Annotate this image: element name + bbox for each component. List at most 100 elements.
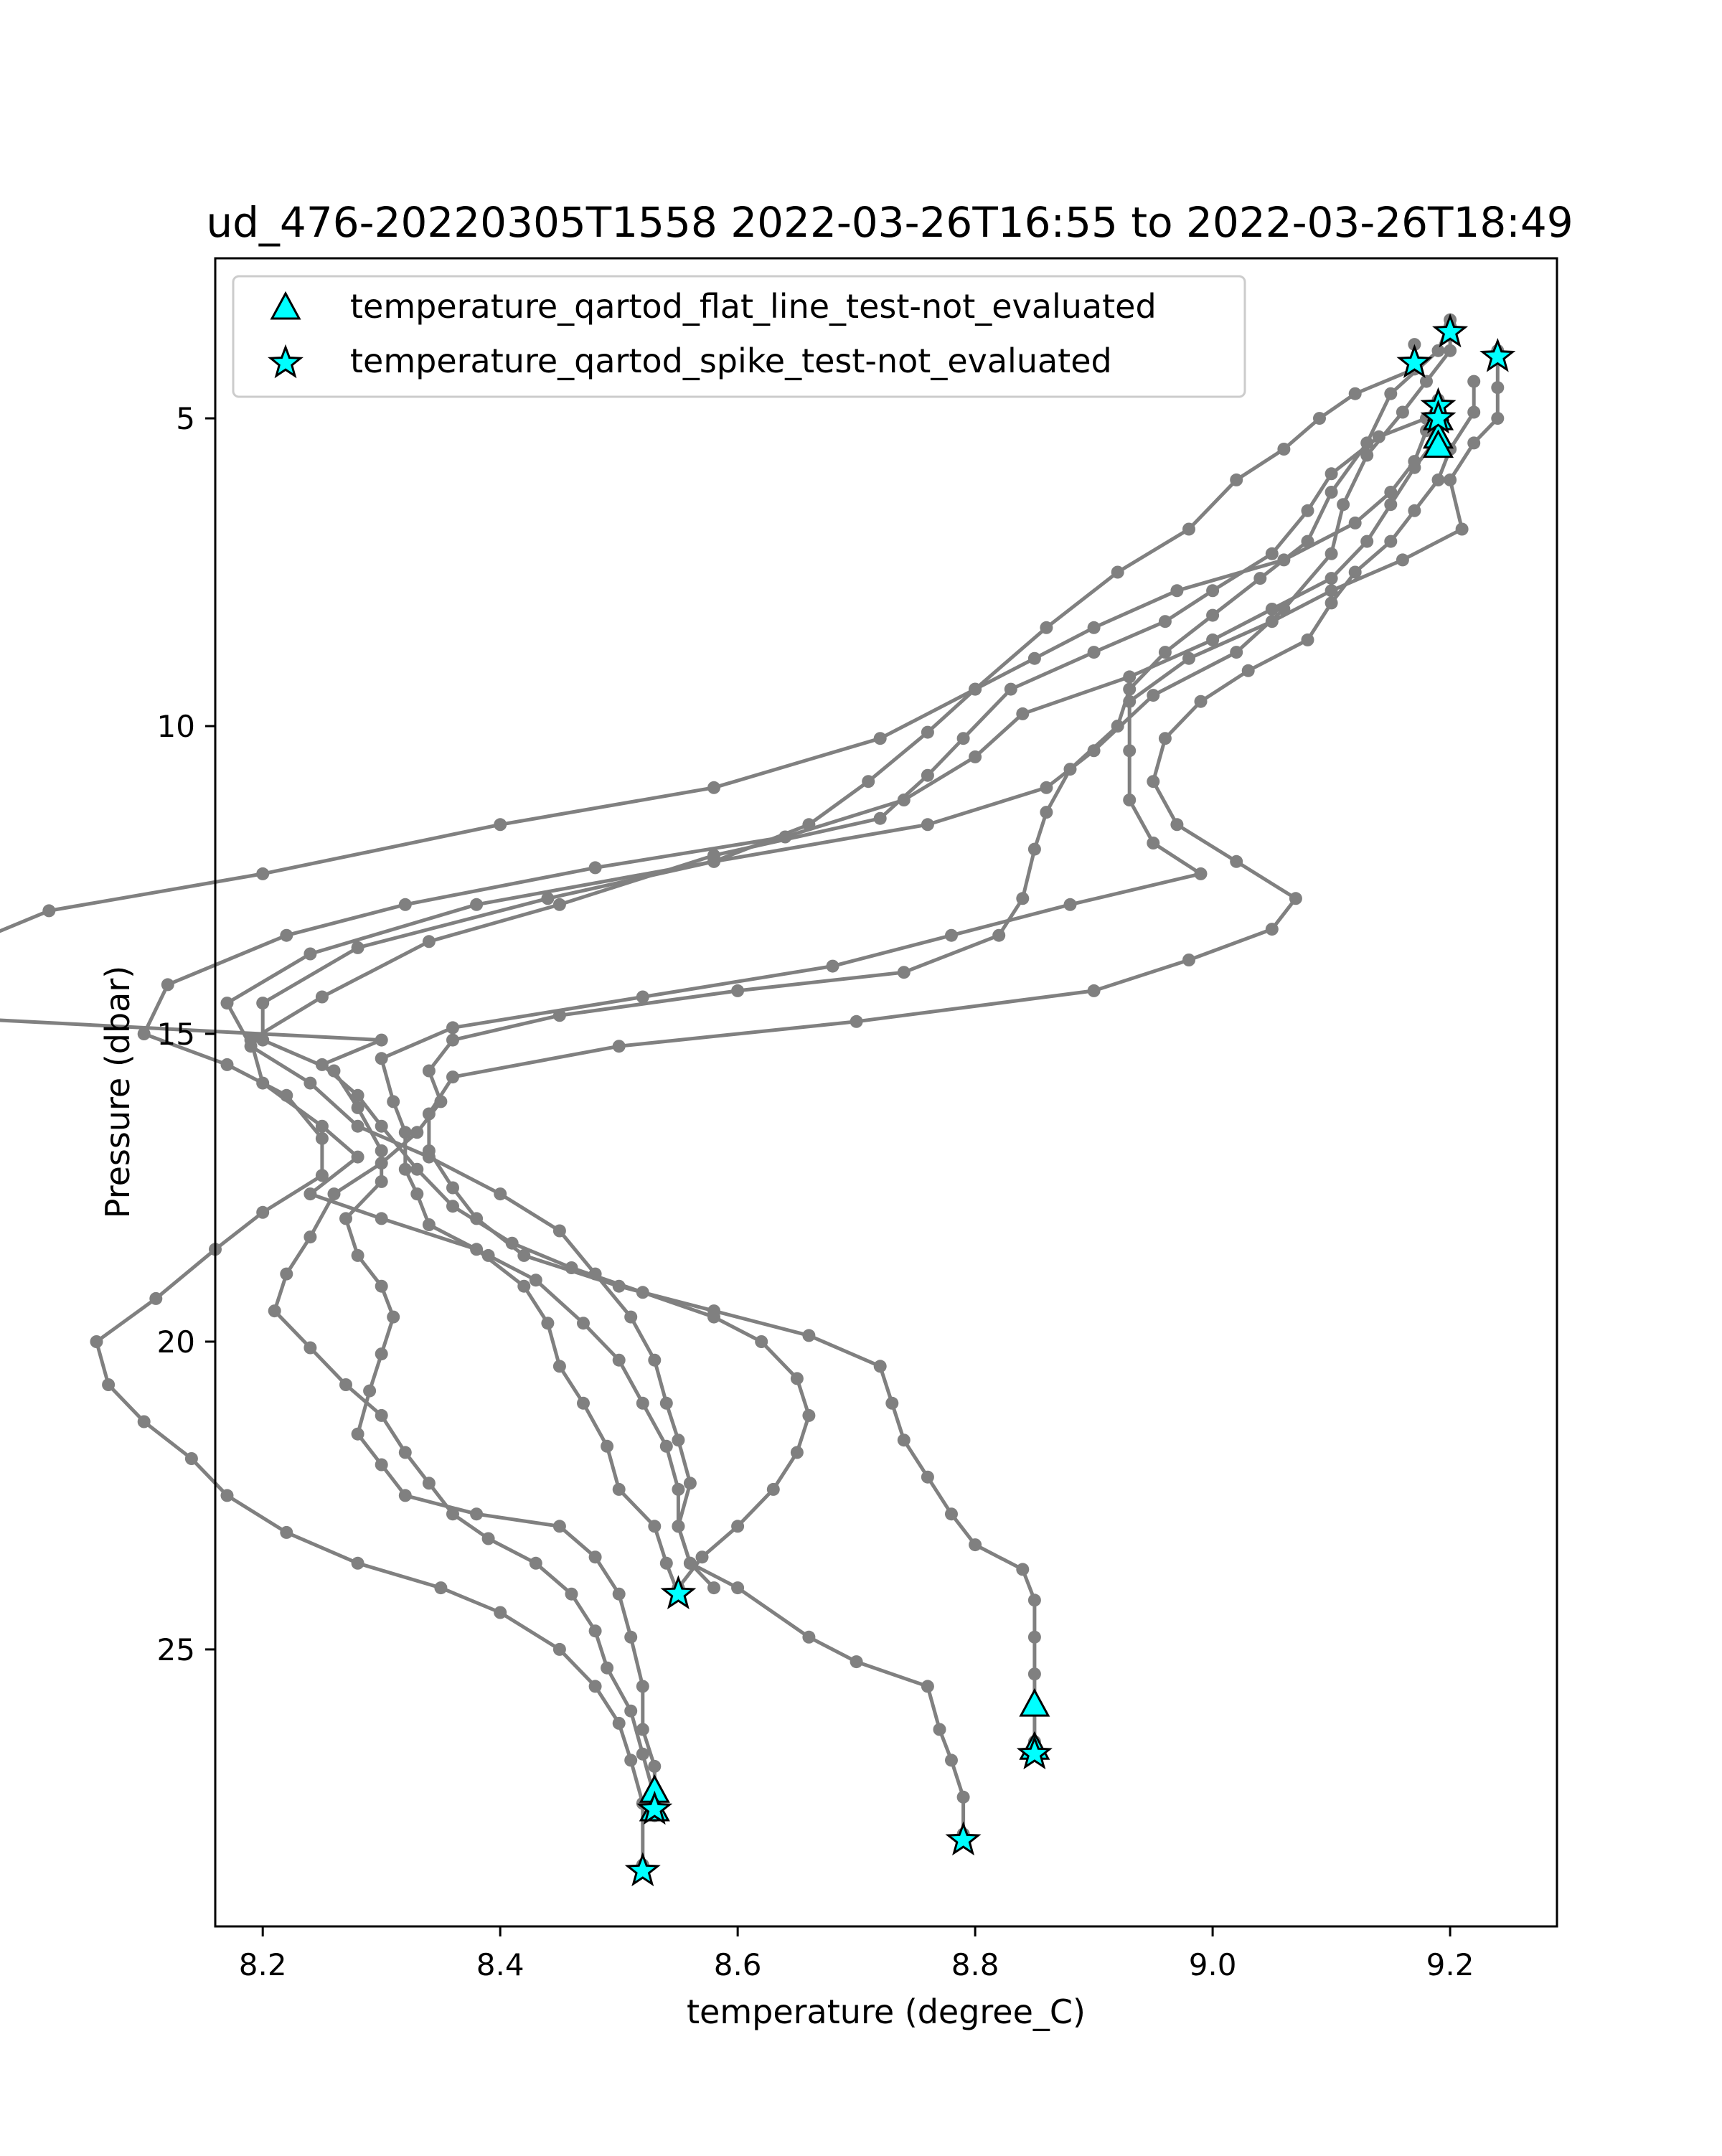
data-point [1206, 633, 1220, 646]
data-point [541, 1317, 555, 1330]
data-point [410, 1187, 424, 1201]
data-point [1384, 498, 1398, 512]
data-point [659, 1439, 673, 1453]
data-point [612, 1353, 626, 1367]
data-point [398, 898, 412, 911]
data-point [1016, 1563, 1030, 1576]
data-point [1206, 608, 1220, 622]
data-point [529, 1274, 542, 1287]
data-point [315, 1131, 329, 1145]
data-point [1158, 615, 1172, 629]
data-point [505, 1236, 519, 1250]
data-point [1265, 923, 1279, 936]
spike-marker [660, 1575, 697, 1609]
data-point [1087, 744, 1101, 758]
data-point [648, 1759, 662, 1773]
data-point [517, 1248, 531, 1262]
data-point [446, 1507, 459, 1521]
data-point [1087, 646, 1101, 659]
data-point [1360, 448, 1374, 462]
data-point [790, 1372, 804, 1385]
data-point [1467, 375, 1481, 388]
y-tick-label: 20 [157, 1324, 195, 1360]
data-point [850, 1655, 863, 1669]
data-point [1408, 504, 1421, 517]
data-point [410, 1126, 424, 1139]
data-point [1348, 387, 1362, 400]
data-point [636, 1723, 649, 1736]
data-point [446, 1033, 459, 1047]
data-point [375, 1119, 388, 1133]
data-point [315, 1119, 329, 1133]
data-point [446, 1181, 459, 1195]
data-point [1206, 584, 1220, 598]
data-point [42, 904, 56, 918]
data-point [327, 1187, 341, 1201]
data-point [1147, 689, 1160, 702]
data-point [1123, 744, 1137, 758]
data-point [683, 1556, 697, 1570]
data-point [1040, 621, 1053, 634]
data-point [552, 1224, 566, 1238]
data-point [1444, 344, 1457, 357]
data-point [220, 997, 234, 1010]
data-point [636, 990, 649, 1004]
data-point [624, 1753, 638, 1767]
data-point [422, 1107, 436, 1121]
data-point [1372, 430, 1385, 443]
data-point [1325, 486, 1338, 499]
data-point [256, 1205, 270, 1219]
data-point [1396, 553, 1409, 567]
data-point [375, 1458, 388, 1472]
data-point [220, 1489, 234, 1502]
data-point [897, 794, 911, 806]
data-point [552, 1520, 566, 1533]
data-point [1147, 837, 1160, 849]
data-point [588, 1550, 602, 1564]
series-profile [0, 338, 1421, 1595]
data-point [470, 898, 484, 911]
legend: temperature_qartod_flat_line_test-not_ev… [232, 275, 1246, 398]
data-point [90, 1335, 103, 1348]
data-point [1040, 781, 1053, 794]
y-axis: 5 10 15 20 25 [157, 401, 215, 1667]
data-point [470, 1243, 484, 1256]
data-point [731, 1581, 745, 1595]
data-point [161, 978, 174, 992]
data-point [1325, 596, 1338, 610]
data-point [1147, 775, 1160, 789]
series-profile [244, 393, 1445, 1601]
data-point [102, 1378, 116, 1391]
series-profile [375, 344, 1505, 1841]
data-point [1325, 584, 1338, 598]
data-point [481, 1532, 495, 1545]
data-point [1123, 682, 1137, 696]
data-point [375, 1033, 388, 1047]
data-point [351, 1150, 364, 1164]
data-point [588, 1680, 602, 1693]
data-point [1158, 646, 1172, 659]
data-point [707, 781, 720, 794]
data-point [588, 1624, 602, 1638]
data-point [1325, 547, 1338, 560]
data-point [470, 1507, 484, 1521]
data-point [969, 750, 982, 763]
data-point [375, 1279, 388, 1293]
data-point [494, 818, 507, 832]
data-point [351, 1119, 364, 1133]
legend-star-icon [268, 344, 304, 379]
data-point [897, 1434, 911, 1447]
data-point [672, 1434, 685, 1447]
data-point [1444, 473, 1457, 486]
data-point [648, 1353, 662, 1367]
data-point [1027, 1630, 1041, 1644]
data-point [1408, 461, 1421, 474]
data-point [552, 1360, 566, 1373]
data-point [778, 830, 792, 844]
data-point [1301, 535, 1314, 548]
data-point [1230, 855, 1243, 868]
data-point [624, 1310, 638, 1324]
spike-marker [636, 1790, 673, 1825]
data-point [552, 1009, 566, 1022]
